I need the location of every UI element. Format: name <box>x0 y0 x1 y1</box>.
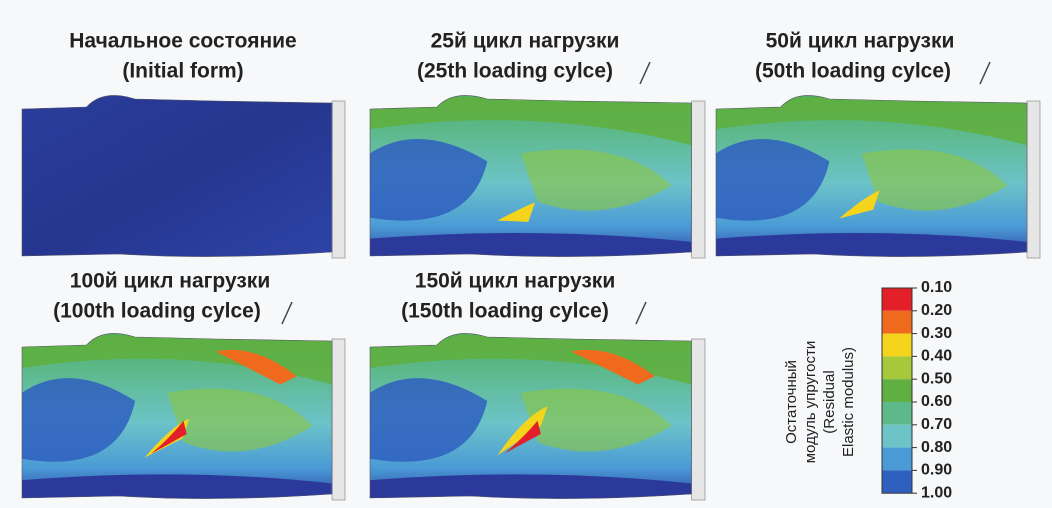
outline <box>369 95 692 257</box>
support-block <box>691 338 706 501</box>
yellow-streak <box>839 190 880 219</box>
yellow-streak <box>497 202 535 222</box>
colorbar-label: 0.90 <box>921 462 952 479</box>
panel-subtitle: (25th loading cylce) <box>417 60 613 83</box>
blue-zone <box>22 378 136 462</box>
orange-streak <box>571 349 655 385</box>
green-band <box>22 335 333 385</box>
support-block <box>1026 100 1041 259</box>
panel <box>22 95 333 257</box>
colorbar-segment <box>882 288 912 311</box>
panel-title: 100й цикл нагрузки <box>70 270 270 293</box>
green-band <box>370 97 692 146</box>
colorbar-label: 0.40 <box>921 348 952 365</box>
green-zone <box>520 388 672 452</box>
colorbar-segment <box>882 402 912 425</box>
colorbar-title: (Residual <box>821 370 838 433</box>
panel-subtitle: (150th loading cylce) <box>401 300 609 323</box>
panel <box>370 95 692 257</box>
colorbar-label: 0.70 <box>921 416 952 433</box>
panel-subtitle: (100th loading cylce) <box>53 300 261 323</box>
colorbar-label: 1.00 <box>921 484 952 501</box>
colorbar-segment <box>882 447 912 471</box>
colorbar-label: 0.50 <box>921 370 952 387</box>
support-block <box>331 100 346 259</box>
orange-streak <box>215 349 297 385</box>
slashes <box>281 61 991 325</box>
colorbar-frame <box>881 287 913 494</box>
orange-streak <box>151 420 187 454</box>
green-band <box>370 335 692 385</box>
outline <box>21 333 333 499</box>
blue-zone <box>370 378 488 462</box>
colorbar-segment <box>882 470 912 494</box>
colorbar-label: 0.80 <box>921 439 952 456</box>
panel <box>370 333 692 499</box>
panel-title: 25й цикл нагрузки <box>431 30 620 53</box>
green-zone <box>167 388 313 452</box>
panel-bg <box>22 95 333 257</box>
colorbar-label: 0.30 <box>921 325 952 342</box>
support-block <box>691 100 706 259</box>
outline <box>369 333 692 499</box>
blue-zone <box>370 139 488 221</box>
panel <box>716 95 1028 257</box>
colorbar-segment <box>882 356 912 380</box>
green-zone <box>861 149 1008 211</box>
colorbar-segment <box>882 379 912 402</box>
colorbar-segment <box>882 333 912 357</box>
colorbar-segment <box>882 424 912 448</box>
colorbar-label: 0.10 <box>921 279 952 296</box>
yellow-streak <box>497 406 548 456</box>
panel-title: 50й цикл нагрузки <box>766 30 955 53</box>
support-block <box>331 338 346 501</box>
colorbar-title: Остаточный <box>783 360 800 444</box>
orange-streak <box>504 420 541 454</box>
green-band <box>716 97 1028 146</box>
texts: Начальное состояние (Initial form) 25й ц… <box>53 30 991 464</box>
panel-subtitle: (50th loading cylce) <box>755 60 951 83</box>
colorbar-segment <box>882 310 912 334</box>
panel-subtitle: (Initial form) <box>122 60 243 83</box>
colorbar-title: модуль упругости <box>802 341 819 464</box>
colorbar-label: 0.20 <box>921 302 952 319</box>
outline <box>715 95 1028 257</box>
panel-title: 150й цикл нагрузки <box>415 270 615 293</box>
blue-zone <box>716 139 830 221</box>
colorbar-label: 0.60 <box>921 393 952 410</box>
outline <box>21 95 333 257</box>
panel <box>22 333 333 499</box>
panel-title: Начальное состояние <box>69 30 296 53</box>
green-zone <box>520 149 672 211</box>
colorbar: 0.10 0.20 0.30 0.40 0.50 0.60 0.70 0.80 0.90 1.00 <box>881 279 952 501</box>
colorbar-title: Elastic modulus) <box>840 347 857 457</box>
